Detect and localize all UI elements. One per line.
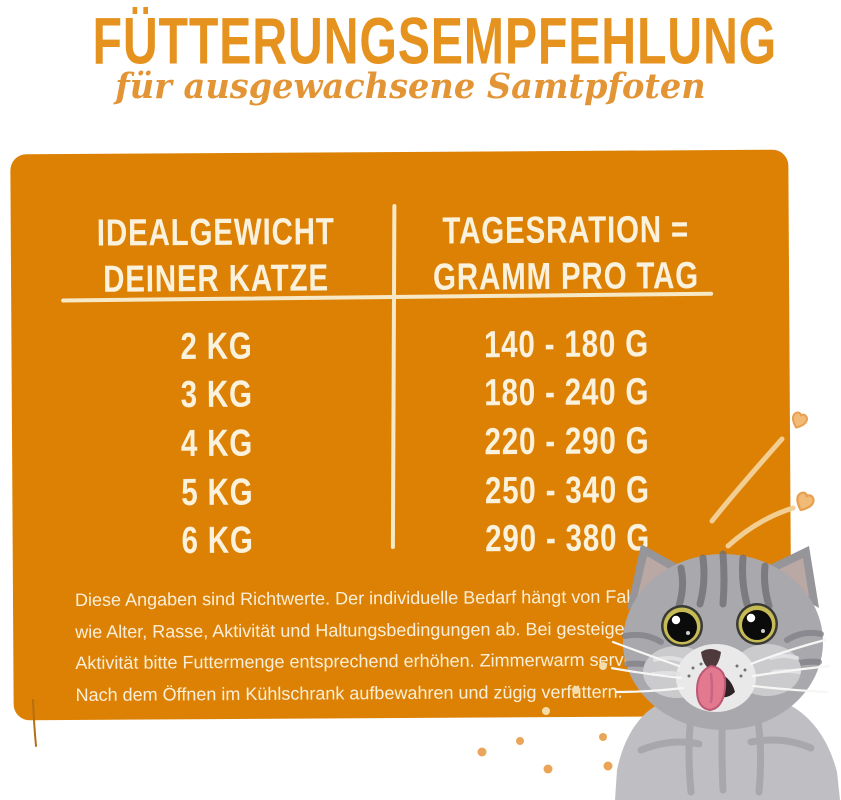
column-header-weight-line1: IDEALGEWICHT	[96, 209, 335, 254]
heart-icon	[796, 491, 815, 512]
ration-cell: 180 - 240 G	[484, 369, 650, 414]
note-line: Aktivität bitte Futtermenge entsprechend…	[75, 649, 669, 673]
weight-cell: 6 KG	[181, 517, 254, 562]
weight-cell: 5 KG	[181, 469, 254, 514]
ration-cell: 140 - 180 G	[483, 321, 650, 366]
note-line: wie Alter, Rasse, Aktivität und Haltungs…	[75, 617, 652, 642]
weight-cell: 4 KG	[180, 420, 254, 465]
feeding-table-panel: IDEALGEWICHT DEINER KATZE TAGESRATION = …	[10, 149, 792, 721]
heart-icon	[791, 411, 808, 429]
table-row: 3 KG 180 - 240 G	[10, 150, 788, 416]
page-title: FÜTTERUNGSEMPFEHLUNG	[92, 5, 778, 79]
ration-cell: 250 - 340 G	[484, 467, 650, 512]
column-header-weight: IDEALGEWICHT DEINER KATZE	[80, 208, 351, 302]
column-header-ration: TAGESRATION = GRAMM PRO TAG	[430, 206, 701, 300]
table-row: 4 KG 220 - 290 G	[10, 150, 788, 465]
column-divider-line	[390, 204, 397, 550]
ration-cell: 220 - 290 G	[484, 418, 650, 463]
ration-cell: 290 - 380 G	[485, 515, 651, 560]
table-row: 2 KG 140 - 180 G	[10, 150, 788, 368]
note-line: Diese Angaben sind Richtwerte. Der indiv…	[74, 586, 677, 610]
weight-cell: 3 KG	[180, 371, 253, 416]
weight-cell: 2 KG	[180, 323, 253, 368]
table-row: 6 KG 290 - 380 G	[10, 150, 788, 562]
page-subtitle: für ausgewachsene Samtpfoten	[115, 66, 706, 107]
column-header-ration-line1: TAGESRATION =	[442, 207, 690, 252]
note-line: Nach dem Öffnen im Kühlschrank aufbewahr…	[75, 681, 623, 705]
note-text: Diese Angaben sind Richtwerte. Der indiv…	[75, 581, 677, 711]
table-row: 5 KG 250 - 340 G	[10, 150, 788, 514]
